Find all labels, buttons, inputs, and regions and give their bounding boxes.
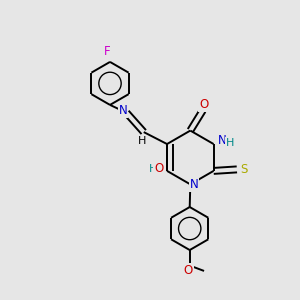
Text: N: N	[190, 178, 198, 191]
Text: O: O	[199, 98, 208, 111]
Text: H: H	[138, 136, 146, 146]
Text: F: F	[104, 45, 110, 58]
Text: N: N	[118, 104, 127, 117]
Text: H: H	[148, 164, 157, 174]
Text: O: O	[184, 264, 193, 278]
Text: S: S	[240, 163, 247, 176]
Text: O: O	[154, 162, 163, 175]
Text: N: N	[218, 134, 227, 147]
Text: H: H	[226, 138, 234, 148]
